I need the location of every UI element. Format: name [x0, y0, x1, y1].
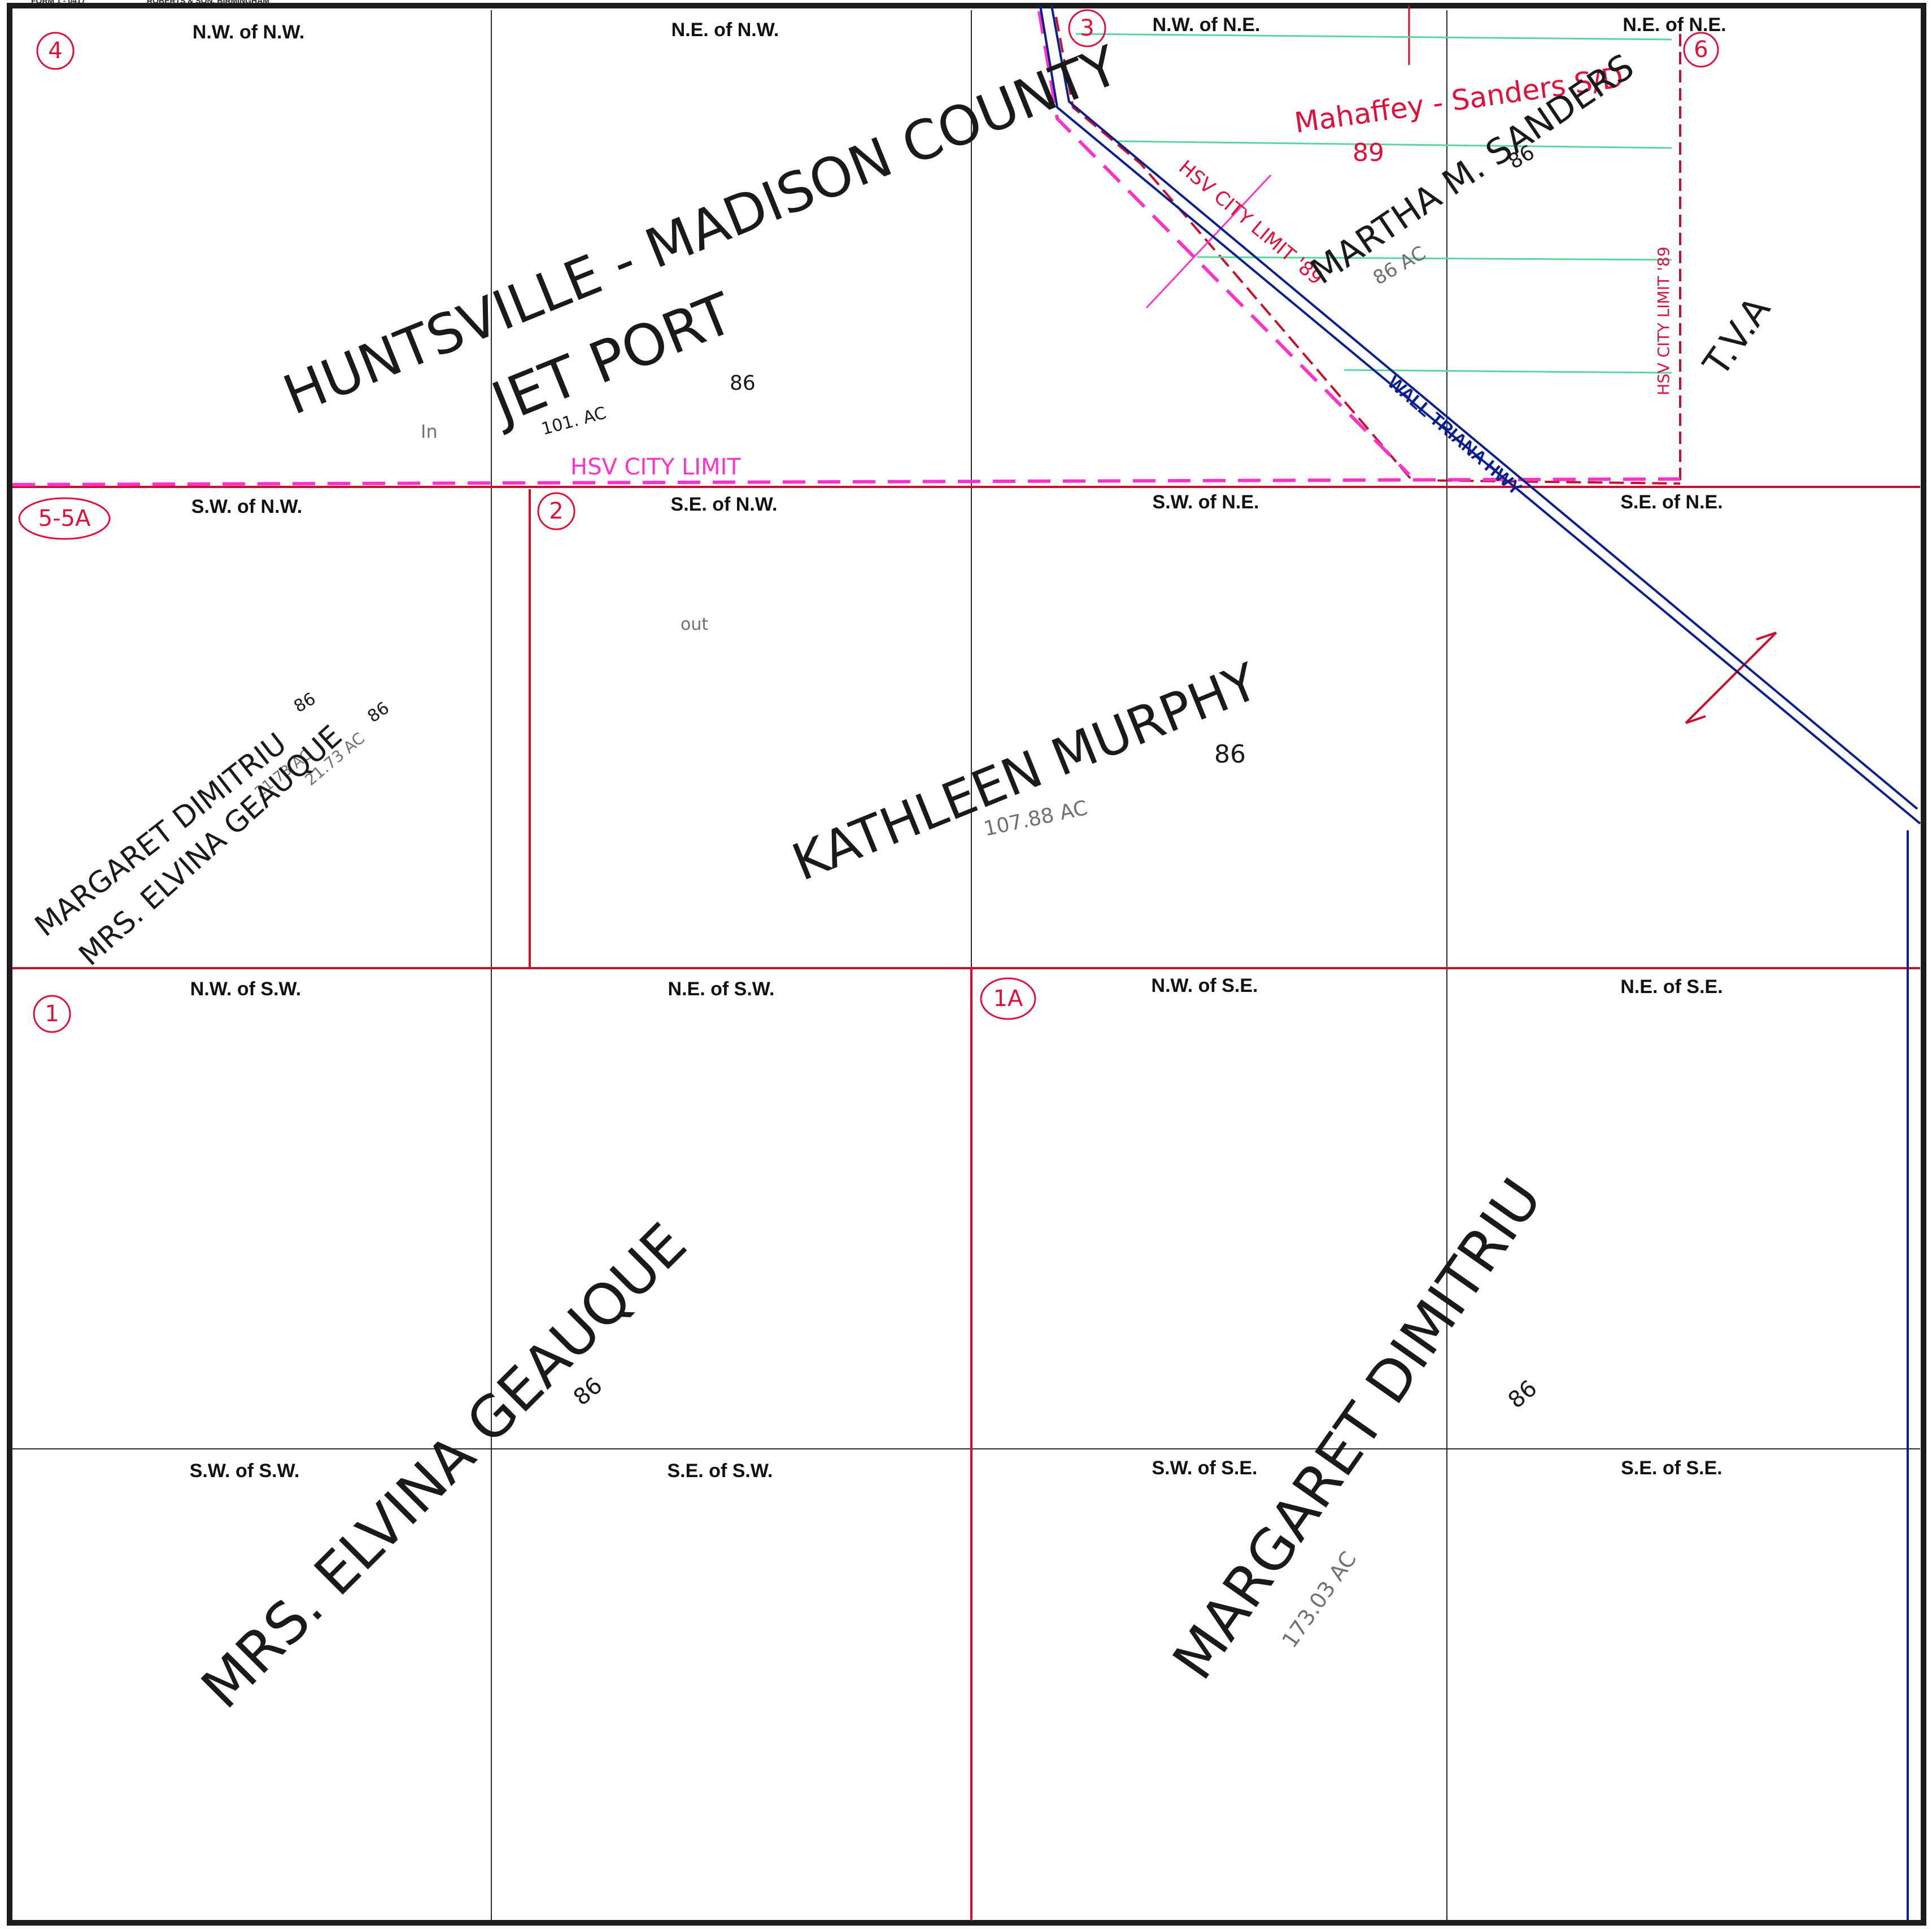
wall-triana-highway	[1039, 5, 1921, 1921]
murphy-note: out	[681, 615, 708, 634]
label-sw-of-se: S.W. of S.E.	[1152, 1457, 1257, 1479]
label-nw-of-se: N.W. of S.E.	[1152, 975, 1258, 996]
tract-circle-6	[1683, 32, 1719, 68]
geauque-small-owner: MRS. ELVINA GEAUQUE	[73, 719, 349, 973]
label-se-of-nw: S.E. of N.W.	[671, 494, 778, 515]
tract-circle-2	[537, 492, 575, 530]
city-limit-horizontal	[12, 477, 1681, 486]
road-crossing-mark	[1685, 632, 1777, 724]
road-crossing-arrow-b	[1756, 632, 1777, 641]
tract-number-6: 6	[1694, 37, 1708, 63]
city-limit-diagonal	[1037, 11, 1411, 476]
printer-header-text: ROBERTS & SON, BIRMINGHAM	[147, 0, 269, 5]
form-header-text: FORM 1 - 0417	[31, 0, 86, 5]
tract-line-sanders-boundary	[1055, 16, 1681, 485]
label-ne-of-nw: N.E. of N.W.	[671, 19, 779, 41]
label-sw-of-nw: S.W. of N.W.	[191, 496, 302, 517]
jetport-year: 86	[730, 372, 756, 395]
highway-edge-east	[1050, 5, 1918, 810]
city-limit-lines	[12, 11, 1681, 486]
dimitriu-small-year: 86	[291, 689, 320, 717]
tva-owner: T.V.A	[1695, 289, 1779, 384]
lot-line-3	[1197, 256, 1672, 261]
tract-circle-5-5a	[18, 497, 111, 540]
dimitriu-owner: MARGARET DIMITRIU	[1160, 1167, 1555, 1691]
highway-edge-west	[1039, 5, 1921, 825]
tract-number-5-5a: 5-5A	[38, 506, 91, 532]
dimitriu-year: 86	[1503, 1375, 1542, 1414]
city-limit-vertical-label: HSV CITY LIMIT '89	[1654, 247, 1673, 395]
tract-circle-1a	[980, 977, 1036, 1020]
geauque-small-year: 86	[364, 698, 393, 727]
tract-circle-4	[36, 32, 75, 70]
tract-circle-3	[1068, 9, 1106, 47]
label-nw-of-nw: N.W. of N.W.	[193, 21, 304, 43]
tract-number-2: 2	[549, 498, 563, 524]
tract-boundaries	[12, 6, 1920, 1921]
tract-number-3: 3	[1080, 15, 1094, 41]
label-ne-of-sw: N.E. of S.W.	[668, 978, 775, 1000]
tract-number-1a: 1A	[993, 986, 1023, 1012]
tract-number-1: 1	[45, 1001, 59, 1027]
tract-number-4: 4	[48, 38, 62, 64]
road-crossing-arrow-a	[1685, 715, 1706, 724]
subdivision-lot-lines	[1075, 33, 1672, 374]
murphy-owner: KATHLEEN MURPHY	[784, 652, 1267, 892]
tract-circle-1	[33, 995, 71, 1033]
label-nw-of-ne: N.W. of N.E.	[1153, 14, 1261, 36]
label-se-of-ne: S.E. of N.E.	[1620, 491, 1722, 513]
map-frame	[7, 3, 1926, 1926]
tract-number-circles	[18, 9, 1719, 1033]
label-nw-of-sw: N.W. of S.W.	[190, 978, 301, 1000]
jetport-note: In	[421, 421, 438, 442]
label-se-of-sw: S.E. of S.W.	[667, 1460, 773, 1482]
city-limit-cross-mark	[1145, 174, 1272, 309]
murphy-year: 86	[1214, 740, 1246, 769]
label-se-of-se: S.E. of S.E.	[1621, 1457, 1722, 1479]
label-sw-of-ne: S.W. of N.E.	[1153, 491, 1259, 513]
subdivision-year: 89	[1353, 138, 1384, 167]
label-sw-of-sw: S.W. of S.W.	[190, 1460, 300, 1482]
label-ne-of-ne: N.E. of N.E.	[1623, 14, 1726, 36]
lot-line-1	[1075, 33, 1672, 41]
jetport-owner-line1: HUNTSVILLE - MADISON COUNTY	[275, 33, 1128, 427]
label-ne-of-se: N.E. of S.E.	[1620, 976, 1722, 998]
lot-line-2	[1118, 140, 1672, 149]
city-limit-label: HSV CITY LIMIT	[570, 454, 741, 480]
lot-line-4	[1344, 369, 1672, 374]
